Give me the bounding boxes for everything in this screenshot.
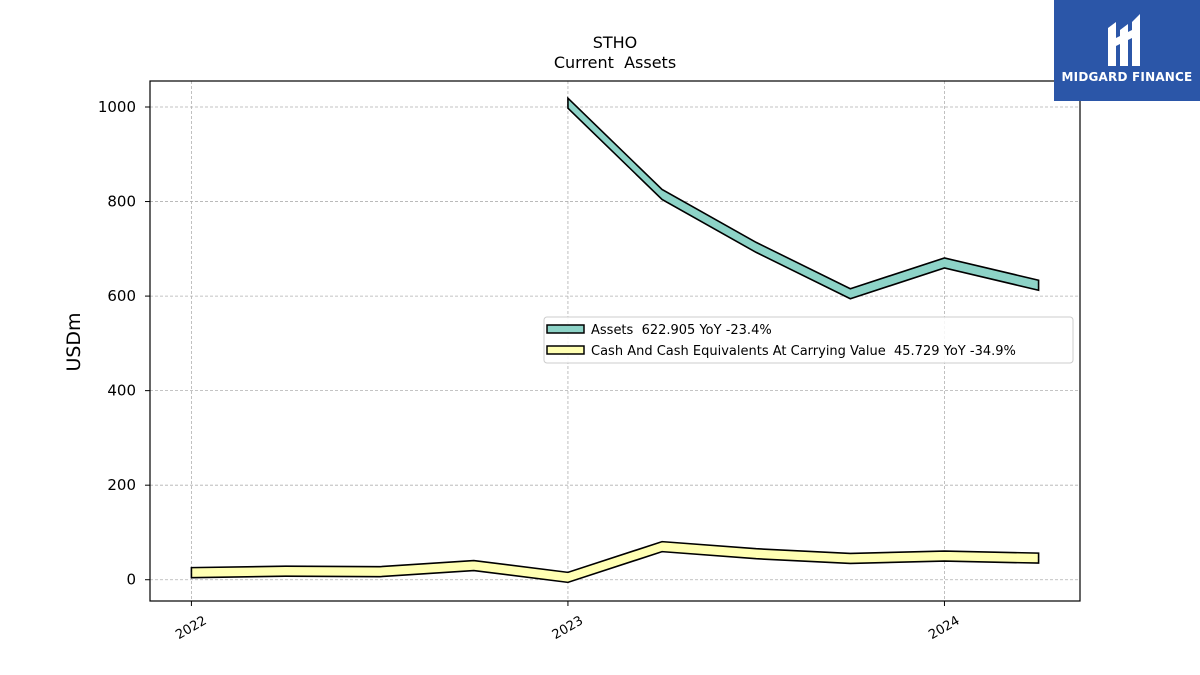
brand-logo: MIDGARD FINANCE (1054, 0, 1200, 101)
x-tick-label: 2022 (173, 613, 209, 643)
legend-swatch (546, 324, 585, 334)
grid (150, 81, 1080, 601)
series-line-0 (567, 96, 1040, 300)
y-tick-label: 200 (107, 476, 136, 494)
y-tick-label: 800 (107, 193, 136, 211)
plot-frame (149, 80, 1081, 602)
chart-title: STHO (593, 33, 638, 52)
series-layer (190, 96, 1040, 584)
midgard-logo-icon (1108, 14, 1140, 66)
x-tick-label: 2023 (550, 613, 586, 643)
y-tick-label: 400 (107, 382, 136, 400)
legend-label: Assets 622.905 YoY -23.4% (591, 323, 772, 338)
y-tick-label: 0 (126, 571, 136, 589)
y-tick-label: 600 (107, 287, 136, 305)
legend: Assets 622.905 YoY -23.4% Cash And Cash E… (543, 316, 1074, 364)
y-tick-label: 1000 (98, 98, 136, 116)
chart-subtitle: Current Assets (554, 53, 676, 72)
x-tick-label: 2024 (926, 613, 962, 643)
series-line-1 (190, 540, 1040, 584)
legend-box (543, 316, 1074, 364)
legend-label: Cash And Cash Equivalents At Carrying Va… (591, 344, 1016, 359)
legend-swatch (546, 345, 585, 355)
y-axis-label: USDm (63, 312, 85, 371)
logo-text: MIDGARD FINANCE (1061, 70, 1193, 84)
